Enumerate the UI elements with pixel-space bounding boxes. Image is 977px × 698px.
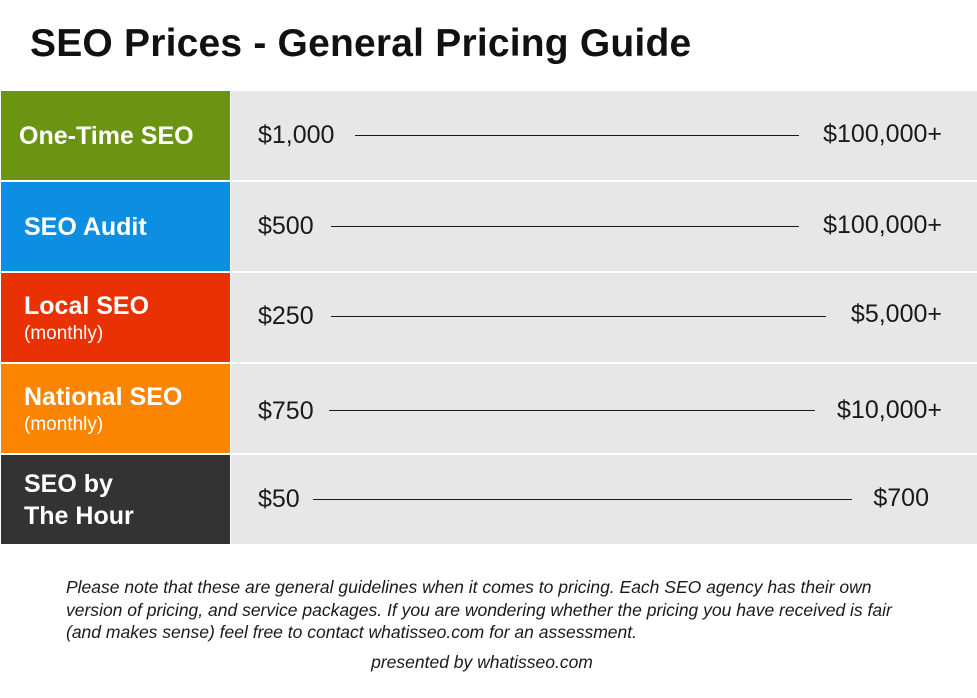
min-price: $50 <box>258 485 300 513</box>
table-row: Local SEO (monthly) $250 $5,000+ <box>0 273 977 362</box>
table-row: SEO Audit $500 $100,000+ <box>0 182 977 271</box>
service-label-cell: One-Time SEO <box>1 91 230 180</box>
service-name: SEO by The Hour <box>24 469 134 530</box>
service-name: SEO Audit <box>24 212 147 241</box>
range-line <box>331 316 826 317</box>
service-name: National SEO <box>24 383 183 411</box>
min-price: $250 <box>258 302 314 330</box>
max-price: $100,000+ <box>823 211 942 239</box>
max-price: $700 <box>873 484 929 512</box>
service-name: Local SEO <box>24 292 150 320</box>
service-label-cell: National SEO (monthly) <box>1 364 230 453</box>
range-line <box>313 499 852 500</box>
range-line <box>355 135 799 136</box>
page-title: SEO Prices - General Pricing Guide <box>30 22 692 65</box>
service-frequency: (monthly) <box>24 414 104 435</box>
pricing-disclaimer: Please note that these are general guide… <box>66 577 892 642</box>
table-row: SEO by The Hour $50 $700 <box>0 455 977 544</box>
table-row: One-Time SEO $1,000 $100,000+ <box>0 91 977 180</box>
price-range-cell: $50 $700 <box>231 455 977 544</box>
min-price: $500 <box>258 212 314 240</box>
max-price: $5,000+ <box>850 300 942 328</box>
price-range-cell: $500 $100,000+ <box>231 182 977 271</box>
price-range-cell: $750 $10,000+ <box>231 364 977 453</box>
presented-by-credit: presented by whatisseo.com <box>371 652 593 672</box>
table-row: National SEO (monthly) $750 $10,000+ <box>0 364 977 453</box>
service-frequency: (monthly) <box>24 323 104 344</box>
max-price: $10,000+ <box>837 396 942 424</box>
range-line <box>331 226 799 227</box>
max-price: $100,000+ <box>823 120 942 148</box>
price-range-cell: $1,000 $100,000+ <box>231 91 977 180</box>
service-name: One-Time SEO <box>19 121 194 150</box>
service-label-cell: SEO by The Hour <box>1 455 230 544</box>
service-label-cell: SEO Audit <box>1 182 230 271</box>
min-price: $1,000 <box>258 121 335 149</box>
min-price: $750 <box>258 397 314 425</box>
price-range-cell: $250 $5,000+ <box>231 273 977 362</box>
range-line <box>329 410 815 411</box>
service-label-cell: Local SEO (monthly) <box>1 273 230 362</box>
